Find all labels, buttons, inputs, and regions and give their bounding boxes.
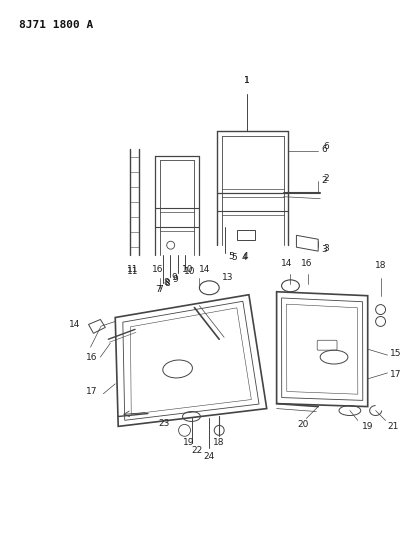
Text: 2: 2 (323, 174, 329, 183)
Text: 8J71 1800 A: 8J71 1800 A (19, 20, 93, 30)
Text: 16: 16 (152, 265, 164, 274)
Text: 19: 19 (362, 423, 373, 431)
Text: 10: 10 (183, 267, 195, 276)
Text: 9: 9 (173, 275, 179, 284)
Text: 24: 24 (204, 452, 215, 461)
Text: 14: 14 (69, 320, 80, 329)
Text: 8: 8 (165, 279, 170, 288)
Text: 8: 8 (164, 278, 170, 287)
Text: 4: 4 (242, 252, 248, 261)
Text: 11: 11 (127, 267, 139, 276)
Text: 14: 14 (281, 259, 292, 268)
Text: 20: 20 (298, 421, 309, 430)
Text: 1: 1 (244, 76, 250, 85)
Text: 13: 13 (222, 273, 234, 282)
Text: 7: 7 (155, 285, 161, 294)
Text: 18: 18 (213, 438, 225, 447)
Text: 3: 3 (323, 244, 329, 253)
Text: 9: 9 (172, 273, 177, 282)
Text: 1: 1 (244, 76, 250, 85)
Text: 23: 23 (158, 419, 170, 428)
Text: 11: 11 (127, 265, 139, 274)
Text: 16: 16 (301, 259, 312, 268)
Text: 3: 3 (321, 245, 327, 254)
Text: 7: 7 (157, 285, 163, 294)
Text: 17: 17 (389, 370, 401, 379)
Text: 5: 5 (228, 252, 234, 261)
Text: 4: 4 (241, 253, 247, 262)
Text: 6: 6 (321, 144, 327, 154)
Text: 19: 19 (183, 438, 194, 447)
Text: 21: 21 (387, 423, 399, 431)
Text: 14: 14 (199, 265, 210, 274)
Text: 22: 22 (192, 446, 203, 455)
Text: 6: 6 (323, 142, 329, 151)
Text: 18: 18 (375, 261, 386, 270)
Text: 15: 15 (389, 349, 401, 358)
Text: 16: 16 (86, 353, 97, 361)
Text: 10: 10 (181, 265, 193, 274)
Text: 2: 2 (321, 176, 327, 185)
Text: 17: 17 (86, 387, 97, 396)
Text: 5: 5 (231, 253, 237, 262)
